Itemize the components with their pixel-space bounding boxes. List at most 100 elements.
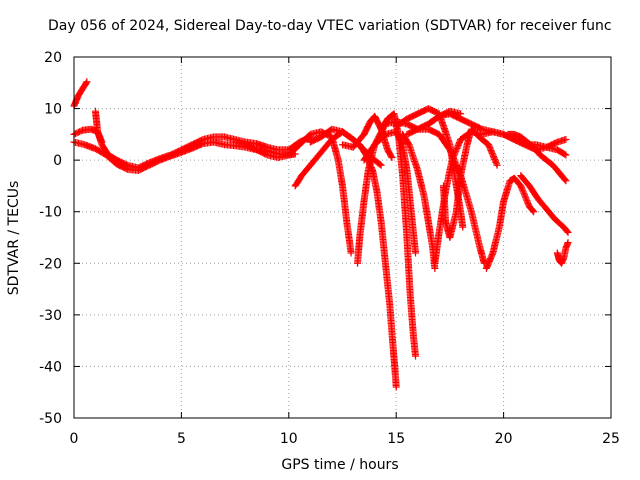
- data-point-markers: [553, 146, 569, 158]
- data-point-markers: [134, 159, 152, 172]
- x-tick-label: 15: [387, 431, 405, 447]
- x-axis-ticks: 0 5 10 15 20 25: [70, 57, 620, 447]
- data-point-markers: [306, 150, 324, 169]
- data-point: [392, 383, 400, 391]
- series-arc-18: [482, 174, 538, 272]
- y-tick-label: 20: [44, 50, 62, 66]
- x-tick-label: 20: [495, 431, 513, 447]
- data-point-markers: [360, 119, 374, 138]
- data-point: [530, 208, 538, 216]
- data-point-markers: [291, 173, 305, 190]
- series-arc-20: [553, 239, 572, 267]
- data-point-markers: [74, 88, 85, 100]
- data-point: [562, 136, 570, 144]
- data-point-markers: [389, 342, 399, 374]
- data-point-markers: [457, 142, 471, 180]
- data-point-markers: [354, 235, 364, 267]
- data-point: [388, 154, 396, 162]
- data-point: [459, 223, 467, 231]
- data-point-markers: [448, 137, 464, 164]
- data-point-markers: [510, 136, 528, 148]
- data-point-markers: [360, 168, 372, 205]
- data-point-markers: [406, 290, 417, 338]
- data-point-markers: [403, 234, 414, 297]
- data-point-markers: [343, 218, 355, 255]
- data-point-markers: [414, 167, 428, 199]
- data-point-markers: [188, 136, 205, 149]
- data-point: [493, 161, 501, 169]
- data-point: [562, 177, 570, 185]
- data-point-markers: [386, 301, 397, 348]
- data-point: [564, 239, 572, 247]
- data-points: [70, 78, 572, 391]
- series-arc-19: [504, 130, 570, 185]
- data-point-markers: [489, 151, 500, 168]
- data-point-markers: [536, 151, 549, 163]
- data-point-markers: [551, 215, 567, 230]
- y-axis-ticks: 20 10 0 -10 -20 -30 -40 -50: [39, 50, 611, 427]
- plot-frame: [73, 56, 612, 419]
- data-point-markers: [382, 259, 394, 307]
- data-point-markers: [104, 151, 120, 163]
- data-point-markers: [478, 136, 491, 148]
- data-point-markers: [555, 169, 569, 184]
- data-point-markers: [521, 192, 533, 209]
- data-point-markers: [525, 203, 537, 215]
- data-point: [347, 249, 355, 257]
- data-point-markers: [399, 130, 412, 147]
- data-point-markers: [356, 199, 368, 241]
- data-point-markers: [339, 128, 356, 143]
- series-arc-21: [517, 172, 572, 236]
- data-point-markers: [285, 142, 302, 159]
- data-point-markers: [339, 182, 351, 224]
- data-point-markers: [253, 146, 270, 158]
- data-point-markers: [467, 125, 485, 142]
- series-arc-7: [306, 125, 400, 391]
- data-point-markers: [298, 162, 313, 180]
- data-point-markers: [452, 173, 464, 216]
- data-point-markers: [424, 113, 442, 128]
- data-point-markers: [523, 138, 537, 150]
- data-point-markers: [405, 141, 421, 173]
- series-arc-1: [70, 78, 91, 110]
- data-point-markers: [81, 79, 90, 89]
- y-tick-label: -50: [39, 411, 62, 427]
- data-point: [412, 352, 420, 360]
- data-point: [564, 228, 572, 236]
- data-point-markers: [517, 172, 532, 189]
- y-tick-label: -30: [39, 308, 62, 324]
- data-point-markers: [476, 244, 488, 266]
- data-point-markers: [467, 208, 484, 250]
- data-point-markers: [403, 110, 420, 123]
- x-tick-label: 10: [280, 431, 298, 447]
- data-point-markers: [463, 127, 475, 149]
- data-point-markers: [549, 161, 562, 176]
- data-point-markers: [407, 208, 419, 255]
- data-point-markers: [530, 143, 543, 158]
- data-point-markers: [420, 192, 432, 224]
- data-point-markers: [371, 156, 384, 168]
- chart-title: Day 056 of 2024, Sidereal Day-to-day VTE…: [48, 18, 612, 34]
- series-arc-5: [231, 128, 355, 257]
- data-point-markers: [306, 134, 324, 146]
- data-point-markers: [435, 130, 453, 152]
- data-point-markers: [489, 225, 503, 257]
- data-point-markers: [517, 133, 530, 145]
- data-point-markers: [510, 174, 524, 189]
- data-point-markers: [317, 137, 335, 156]
- data-point-markers: [446, 110, 463, 122]
- data-point-markers: [392, 116, 410, 131]
- x-tick-label: 5: [177, 431, 186, 447]
- grid-lines: [74, 57, 611, 418]
- x-axis-label: GPS time / hours: [281, 457, 399, 473]
- y-tick-label: -10: [39, 205, 62, 221]
- data-point-markers: [482, 250, 496, 272]
- data-point-markers: [500, 178, 514, 205]
- data-point-markers: [560, 223, 571, 235]
- series-arc-11: [377, 110, 420, 360]
- series-arc-4: [92, 107, 106, 146]
- y-tick-label: -40: [39, 359, 62, 375]
- data-point-markers: [377, 116, 391, 133]
- data-point-markers: [399, 172, 411, 240]
